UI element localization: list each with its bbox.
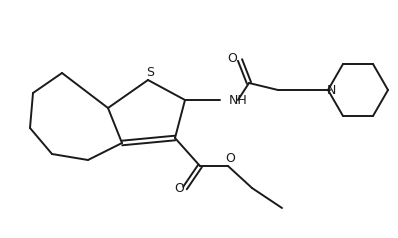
Text: O: O — [174, 182, 184, 194]
Text: NH: NH — [229, 94, 248, 106]
Text: O: O — [225, 153, 235, 165]
Text: O: O — [227, 51, 237, 64]
Text: N: N — [326, 84, 336, 98]
Text: S: S — [146, 65, 154, 79]
